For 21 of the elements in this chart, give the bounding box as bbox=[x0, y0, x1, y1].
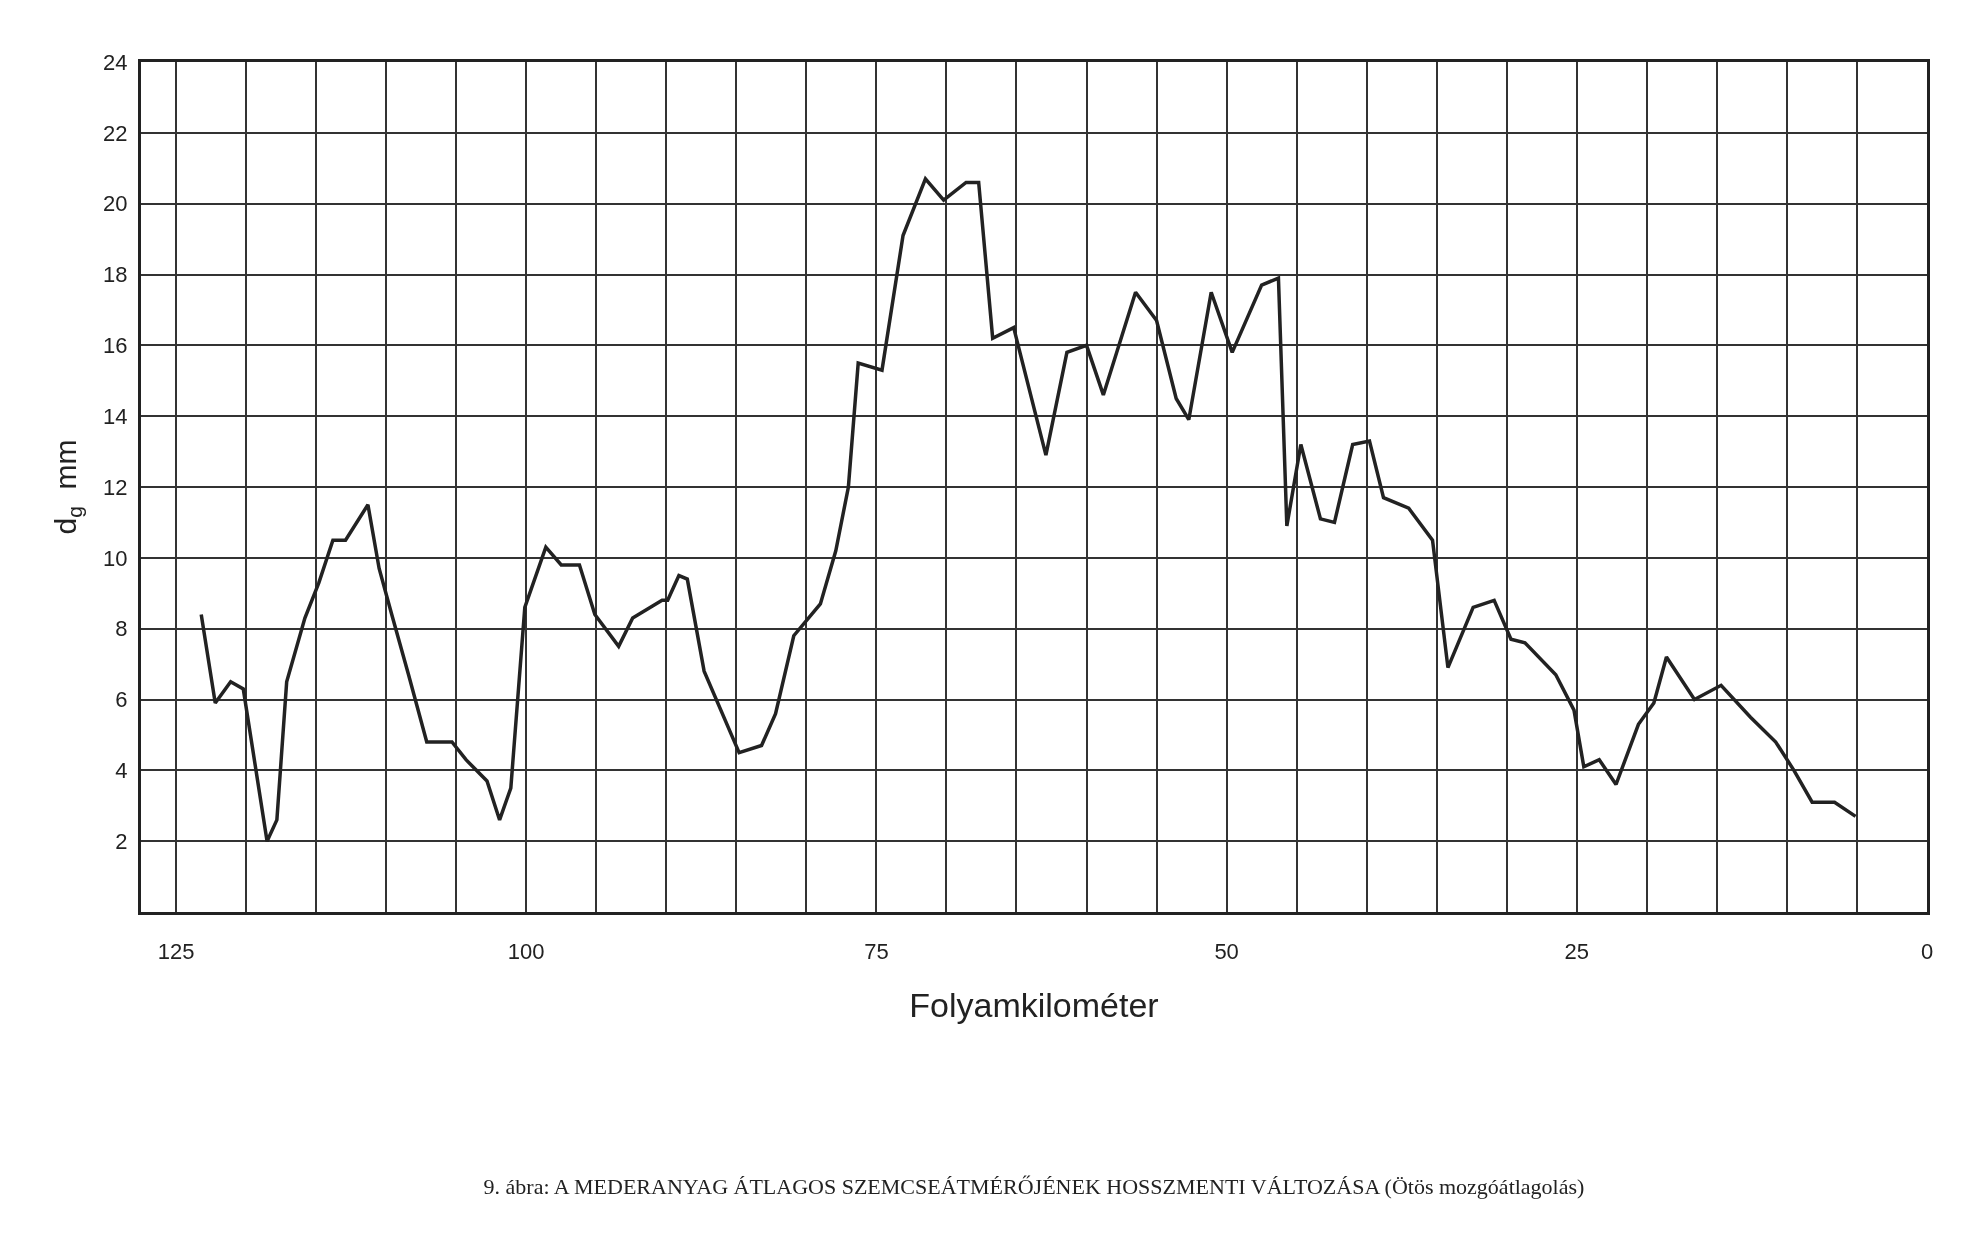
x-tick-label: 100 bbox=[507, 939, 545, 965]
y-tick-label: 18 bbox=[103, 262, 128, 288]
y-tick-label: 22 bbox=[103, 120, 128, 146]
y-tick-label: 6 bbox=[115, 687, 128, 713]
y-tick-label: 2 bbox=[115, 828, 128, 854]
y-tick-label: 8 bbox=[115, 616, 128, 642]
y-tick-label: 4 bbox=[115, 758, 128, 784]
line-series bbox=[199, 177, 1858, 843]
y-tick-label: 16 bbox=[103, 333, 128, 359]
y-tick-label: 12 bbox=[103, 474, 128, 500]
x-tick-label: 125 bbox=[157, 939, 195, 965]
y-tick-label: 24 bbox=[103, 49, 128, 75]
text: 9. ábra: A MEDERANYAG ÁTLAGOS SZEMCSEÁTMÉRŐJÉNEK HOSSZMENTI VÁLTOZÁSA (Ötös mozgóátlagolás) bbox=[483, 1174, 1585, 1200]
x-axis-title: Folyamkilométer bbox=[909, 985, 1159, 1024]
x-tick-label: 0 bbox=[1920, 939, 1934, 965]
x-tick-label: 25 bbox=[1564, 939, 1590, 965]
x-tick-label: 50 bbox=[1214, 939, 1239, 965]
y-tick-label: 14 bbox=[103, 403, 128, 429]
y-tick-label: 20 bbox=[103, 191, 128, 217]
x-tick-label: 75 bbox=[864, 939, 889, 965]
y-tick-label: 10 bbox=[103, 545, 128, 571]
